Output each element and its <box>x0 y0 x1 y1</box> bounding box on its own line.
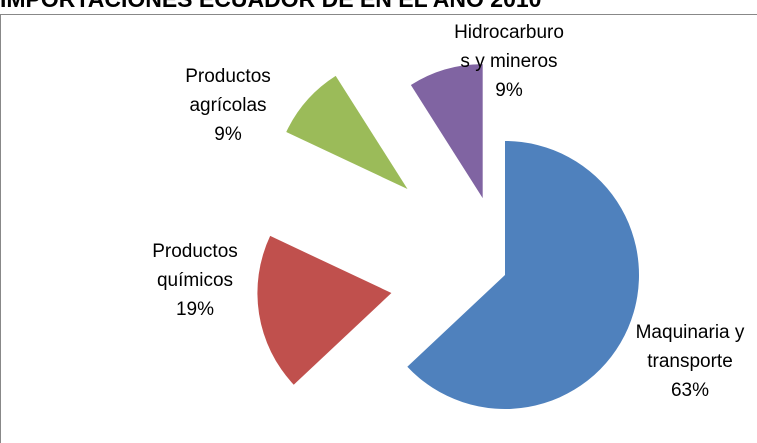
pie-slice <box>286 75 408 190</box>
slice-label: Maquinaria y transporte 63% <box>620 318 757 405</box>
slice-label: Productos agrícolas 9% <box>160 62 296 149</box>
value-label: 9% <box>214 124 242 145</box>
value-label: 63% <box>670 380 710 401</box>
slice-label: Hidrocarburos y mineros 9% <box>450 18 568 105</box>
pie-slice <box>257 235 392 385</box>
value-label: 19% <box>175 299 215 320</box>
value-label: 9% <box>495 80 523 101</box>
category-label: Productos agrícolas <box>185 66 271 116</box>
chart-frame <box>0 14 757 443</box>
category-label: Productos químicos <box>152 241 238 291</box>
chart-title: IMPORTACIONES ECUADOR DE EN EL AÑO 2010 <box>0 0 541 13</box>
category-label: Maquinaria y transporte <box>635 322 745 372</box>
category-label: Hidrocarburos y mineros <box>454 22 564 72</box>
pie-slice <box>407 141 639 409</box>
slice-label: Productos químicos 19% <box>130 237 260 324</box>
pie-slice <box>410 64 483 199</box>
